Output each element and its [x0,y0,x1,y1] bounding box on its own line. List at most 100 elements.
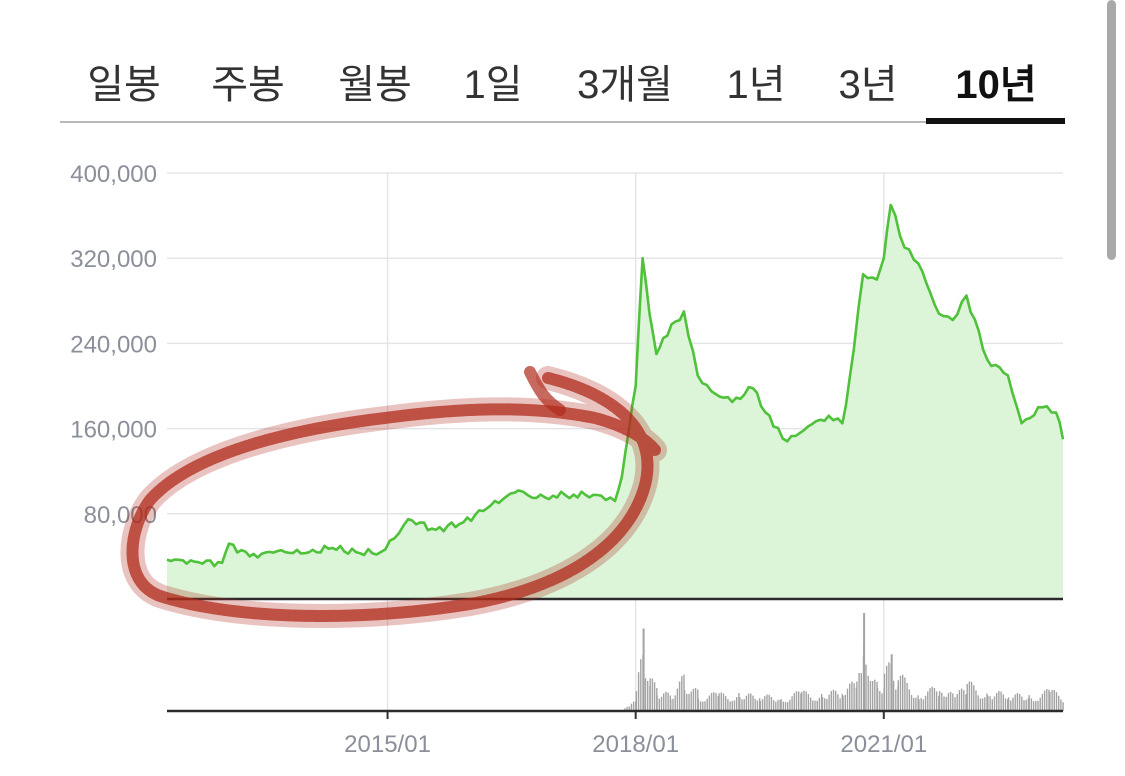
volume-bar [793,693,795,711]
volume-bar [996,692,998,711]
volume-bar [777,699,779,711]
volume-bar [725,696,727,711]
volume-bar [699,701,702,711]
volume-bar [821,697,824,711]
volume-bar [649,678,651,711]
volume-bar [1062,702,1064,711]
y-tick-label: 320,000 [70,246,157,273]
volume-bar [1060,699,1062,711]
volume-bar [970,682,973,711]
volume-bar [791,696,793,711]
volume-bar [920,698,922,711]
volume-bar [832,689,835,711]
volume-bar [998,691,1000,711]
volume-bar [929,688,931,711]
volume-bar [710,693,713,711]
annotation-circle [126,372,661,622]
volume-bar [656,695,658,711]
volume-bar [989,696,991,711]
tab-4[interactable]: 1일 [463,63,523,107]
volume-bar [630,703,633,711]
volume-bar [798,691,800,711]
volume-bar [676,688,679,711]
volume-bar [814,700,816,711]
volume-bar [1055,692,1058,711]
volume-bar [865,664,867,711]
tab-8[interactable]: 10년 [955,63,1037,107]
tab-2[interactable]: 주봉 [211,63,285,107]
volume-bar [890,654,893,711]
volume-bar [692,688,695,711]
volume-bar [1043,690,1046,711]
volume-bar [772,700,775,711]
volume-bar [888,662,890,711]
volume-bar [720,692,722,711]
volume-bar [745,695,748,711]
volume-bar [758,698,761,711]
volume-bar [987,695,989,711]
volume-bar [702,701,704,711]
y-tick-label: 160,000 [70,417,157,444]
volume-bar [963,690,965,711]
volume-bar [892,680,895,711]
tab-baseline [60,121,926,123]
volume-bar [697,698,700,711]
volume-bar [761,699,764,711]
volume-bar [906,682,908,711]
volume-bar [869,680,872,711]
price-line [166,203,1065,568]
volume-bar [678,681,681,711]
annotation-tail [524,366,566,416]
volume-bar [1007,699,1009,711]
volume-bar [718,693,720,711]
volume-bar [729,701,731,711]
volume-bar [644,678,647,711]
volume-bar [686,693,688,711]
period-tabs: 일봉 주봉 월봉 1일 3개월 1년 3년 10년 [60,38,1065,122]
active-tab-underline [926,118,1065,124]
volume-bar [860,673,862,711]
price-area-layer [166,203,1065,599]
volume-bar [835,690,837,711]
volume-bar [688,694,690,711]
volume-bar [839,698,841,711]
volume-bar [775,701,777,711]
scrollbar[interactable] [1107,0,1116,260]
tab-1[interactable]: 일봉 [87,63,161,107]
volume-bar [824,698,826,711]
x-tick-label: 2015/01 [344,731,431,758]
volume-bar [779,700,781,711]
volume-bar [952,693,954,711]
volume-bar [672,698,674,711]
volume-bar [1037,700,1039,711]
volume-bar [1030,698,1033,711]
volume-bar [949,691,952,711]
volume-bar [722,693,725,711]
tab-7[interactable]: 3년 [838,63,898,107]
volume-bar [1046,689,1048,711]
volume-bar [945,696,947,711]
volume-bar [733,700,736,711]
volume-bar [886,665,888,711]
volume-bar [924,695,927,711]
volume-bar [841,694,843,711]
volume-bar [784,702,787,711]
volume-bar [1035,700,1037,711]
tab-3[interactable]: 월봉 [338,63,412,107]
volume-bar [1039,697,1041,711]
volume-bar [851,681,853,711]
volume-bar [874,679,876,711]
volume-bar [717,695,719,711]
volume-bar [968,681,971,711]
volume-bar [910,694,913,711]
volume-bar [1051,690,1053,711]
tab-6[interactable]: 1년 [726,63,786,107]
volume-bar [913,697,915,711]
volume-bar [1021,696,1023,711]
x-tick-label: 2018/01 [592,731,679,758]
volume-bar [931,686,933,711]
volume-bar [1016,693,1019,711]
tab-5[interactable]: 3개월 [577,63,673,107]
volume-bar [800,693,802,711]
y-tick-label: 240,000 [70,331,157,358]
